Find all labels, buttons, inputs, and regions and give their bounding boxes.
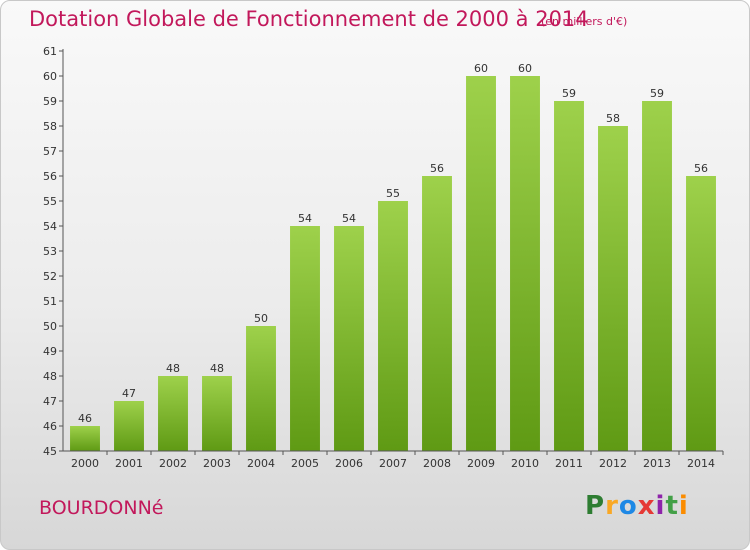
y-tick-label: 53 xyxy=(43,245,57,258)
x-tick-label: 2014 xyxy=(687,457,715,470)
logo-letter: i xyxy=(678,491,689,521)
bar xyxy=(598,126,628,451)
y-tick-label: 55 xyxy=(43,195,57,208)
chart-subtitle: (en milliers d'€) xyxy=(541,15,628,28)
bar xyxy=(202,376,232,451)
x-tick-label: 2012 xyxy=(599,457,627,470)
y-tick-label: 51 xyxy=(43,295,57,308)
bar xyxy=(70,426,100,451)
bar-value-label: 56 xyxy=(694,162,708,175)
y-tick-label: 59 xyxy=(43,95,57,108)
y-tick-label: 47 xyxy=(43,395,57,408)
y-tick-label: 46 xyxy=(43,420,57,433)
bar-value-label: 46 xyxy=(78,412,92,425)
x-tick-label: 2003 xyxy=(203,457,231,470)
y-tick-label: 56 xyxy=(43,170,57,183)
logo-letter: x xyxy=(637,491,656,521)
bar-value-label: 48 xyxy=(210,362,224,375)
bar xyxy=(246,326,276,451)
bar-value-label: 59 xyxy=(650,87,664,100)
bar xyxy=(686,176,716,451)
x-tick-label: 2008 xyxy=(423,457,451,470)
x-tick-label: 2002 xyxy=(159,457,187,470)
y-tick-label: 50 xyxy=(43,320,57,333)
x-tick-label: 2007 xyxy=(379,457,407,470)
y-tick-label: 57 xyxy=(43,145,57,158)
bar-value-label: 48 xyxy=(166,362,180,375)
y-tick-label: 60 xyxy=(43,70,57,83)
y-tick-label: 45 xyxy=(43,445,57,458)
bar-value-label: 55 xyxy=(386,187,400,200)
bar xyxy=(378,201,408,451)
logo-letter: i xyxy=(655,491,666,521)
x-tick-label: 2006 xyxy=(335,457,363,470)
bar-value-label: 50 xyxy=(254,312,268,325)
x-tick-label: 2004 xyxy=(247,457,275,470)
chart-title: Dotation Globale de Fonctionnement de 20… xyxy=(29,7,589,31)
x-tick-label: 2013 xyxy=(643,457,671,470)
x-tick-label: 2010 xyxy=(511,457,539,470)
bar xyxy=(554,101,584,451)
bar xyxy=(114,401,144,451)
proxiti-logo: Proxiti xyxy=(585,491,689,521)
bar xyxy=(510,76,540,451)
bar-value-label: 60 xyxy=(474,62,488,75)
bar-value-label: 56 xyxy=(430,162,444,175)
bar-value-label: 47 xyxy=(122,387,136,400)
commune-name: BOURDONNé xyxy=(39,497,164,519)
bar-value-label: 58 xyxy=(606,112,620,125)
bar xyxy=(466,76,496,451)
y-tick-label: 48 xyxy=(43,370,57,383)
bar-value-label: 59 xyxy=(562,87,576,100)
y-tick-label: 52 xyxy=(43,270,57,283)
logo-letter: r xyxy=(605,491,619,521)
x-tick-label: 2011 xyxy=(555,457,583,470)
x-tick-label: 2009 xyxy=(467,457,495,470)
bar xyxy=(642,101,672,451)
bar xyxy=(334,226,364,451)
y-tick-label: 61 xyxy=(43,45,57,58)
logo-letter: t xyxy=(665,491,679,521)
y-tick-label: 54 xyxy=(43,220,57,233)
y-tick-label: 58 xyxy=(43,120,57,133)
x-tick-label: 2001 xyxy=(115,457,143,470)
bar-value-label: 54 xyxy=(298,212,312,225)
bar-value-label: 60 xyxy=(518,62,532,75)
bar xyxy=(158,376,188,451)
logo-letter: P xyxy=(585,491,606,521)
x-tick-label: 2000 xyxy=(71,457,99,470)
x-tick-label: 2005 xyxy=(291,457,319,470)
logo-letter: o xyxy=(618,491,638,521)
y-tick-label: 49 xyxy=(43,345,57,358)
bar xyxy=(290,226,320,451)
bar xyxy=(422,176,452,451)
bar-value-label: 54 xyxy=(342,212,356,225)
